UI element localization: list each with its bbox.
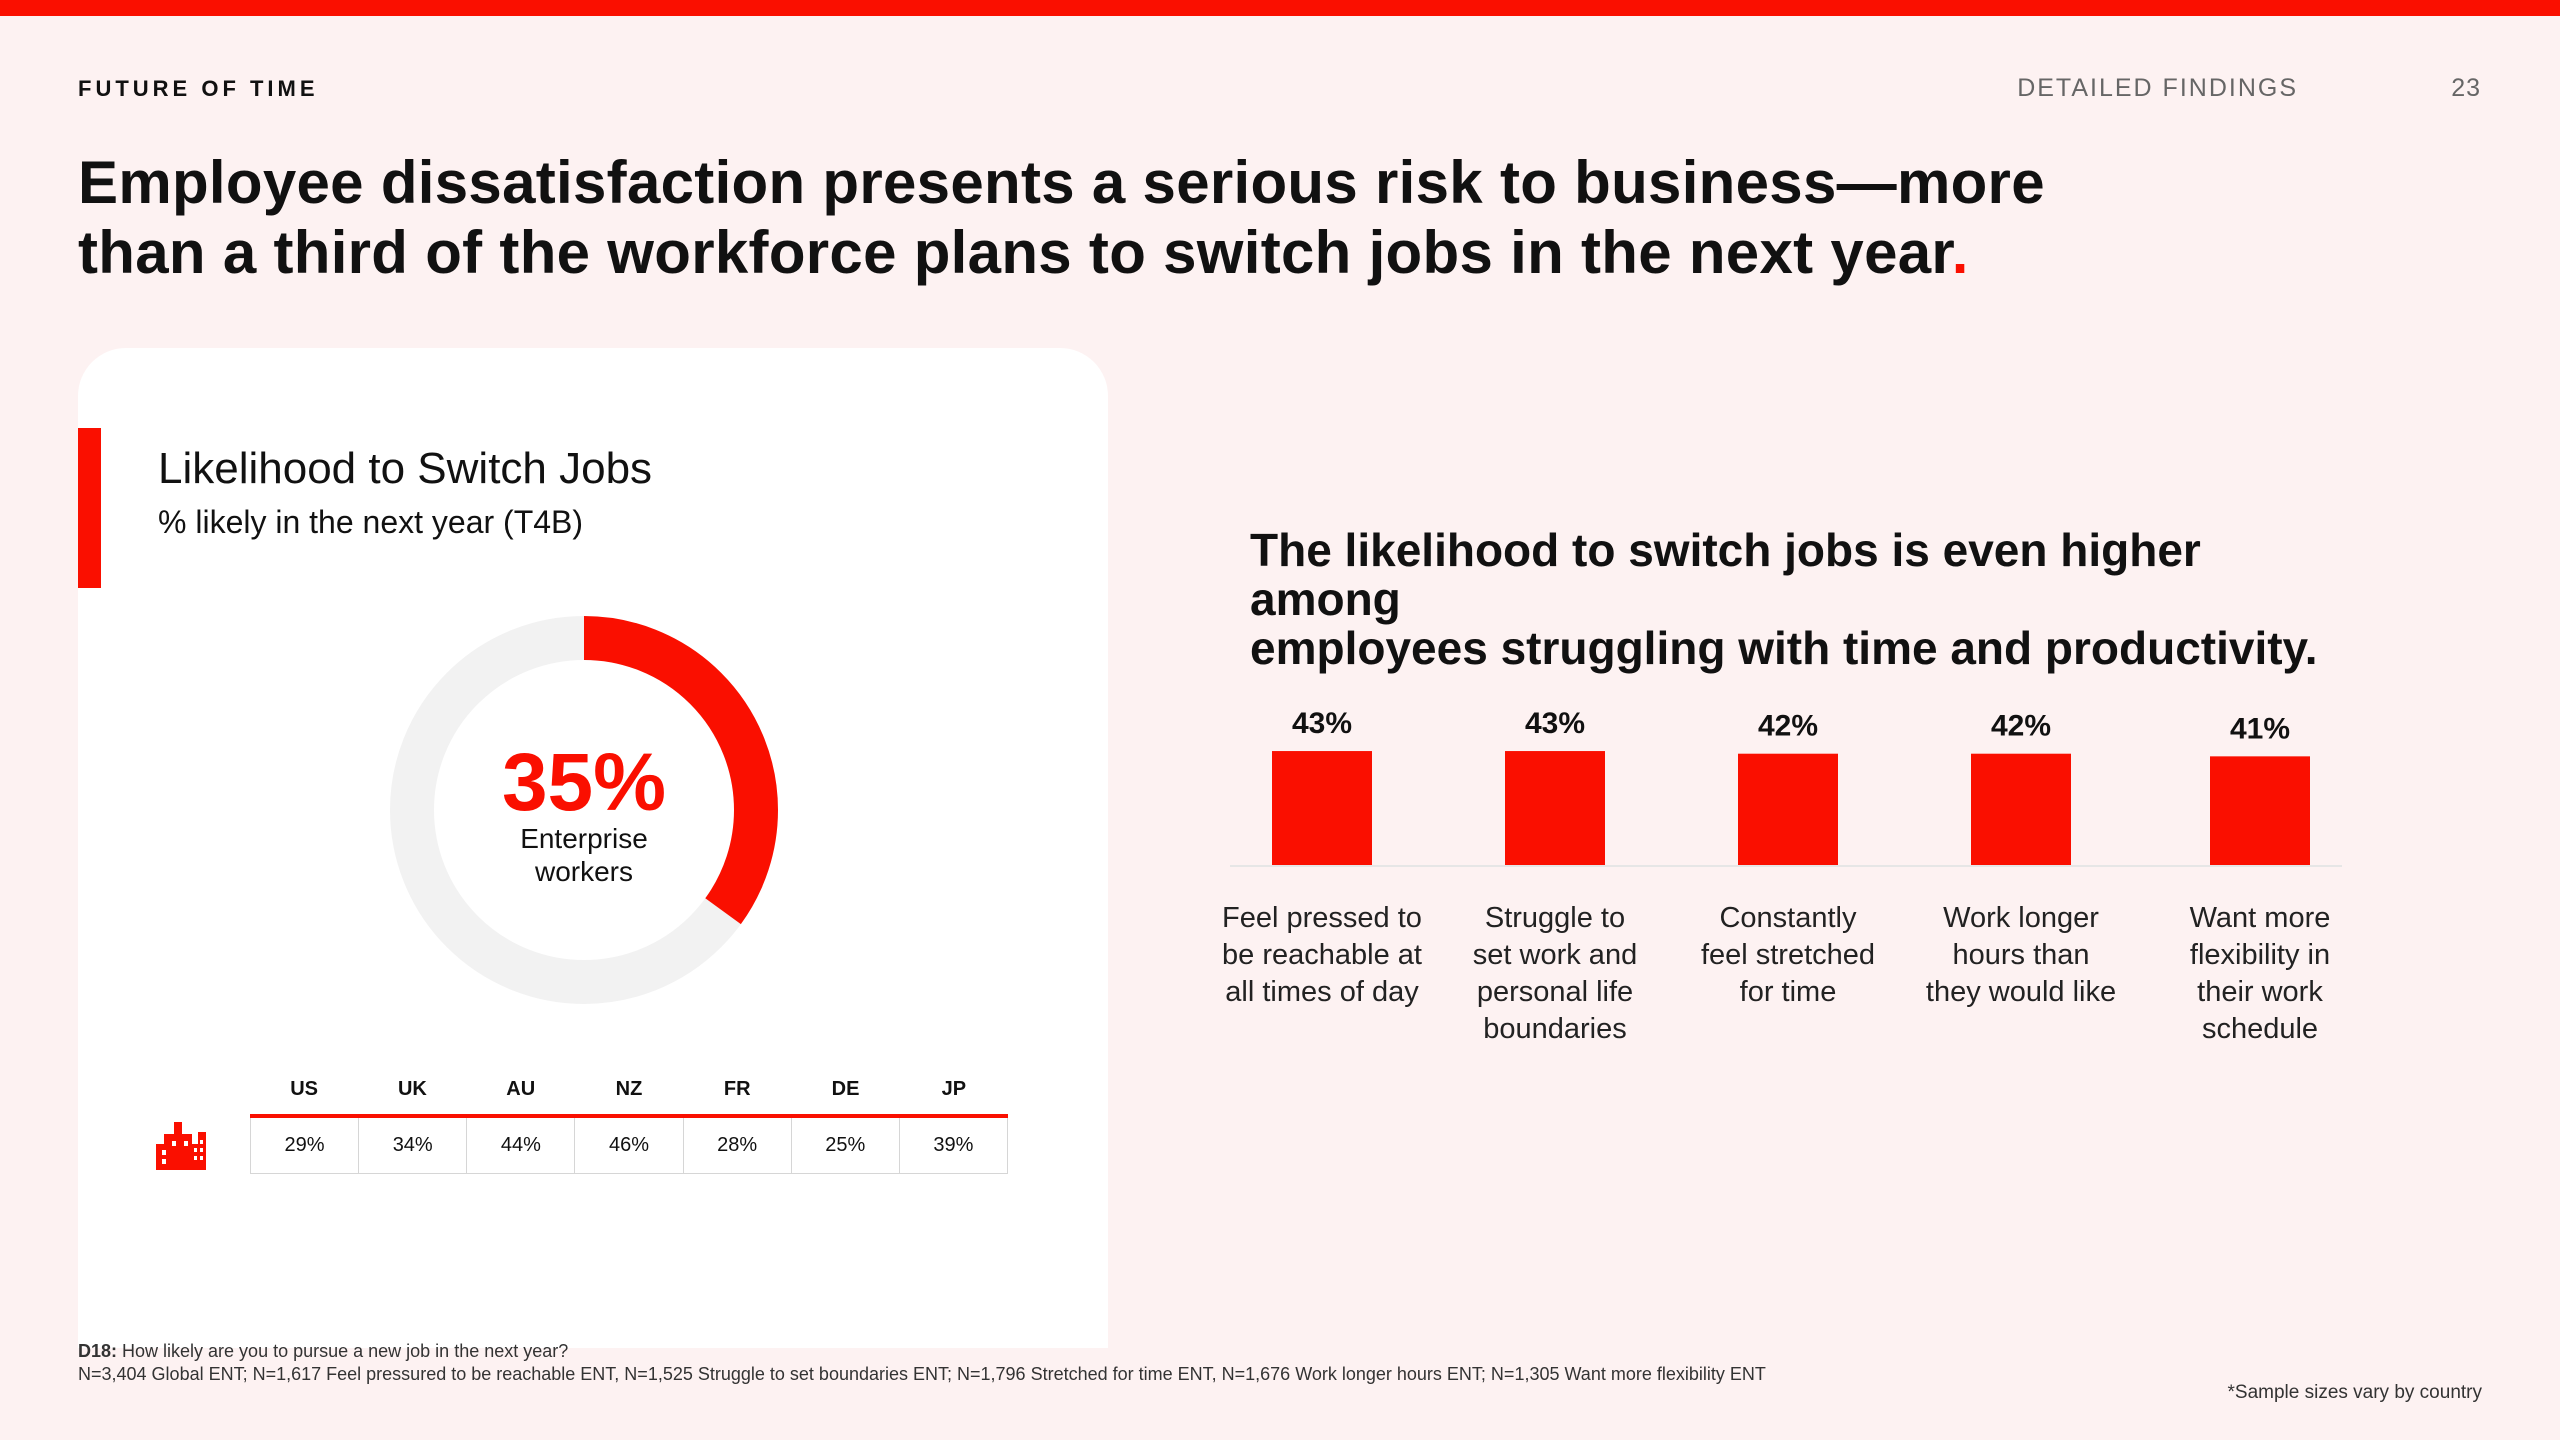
bar-category-label-4-line-1: Work longer — [1943, 902, 2099, 934]
bar-2 — [1505, 751, 1605, 865]
country-header-au: AU — [506, 1078, 536, 1100]
bar-category-label-2-line-4: boundaries — [1483, 1013, 1627, 1045]
country-header-uk: UK — [397, 1078, 427, 1100]
country-table: US UK AU NZ FR DE JP 29% 34% 44% 46% 28%… — [250, 1070, 1008, 1174]
headline-line-2-text: than a third of the workforce plans to s… — [78, 219, 1952, 286]
bar-category-label-3-line-1: Constantly — [1719, 902, 1857, 934]
section-label: DETAILED FINDINGS — [2017, 74, 2298, 102]
bar-heading-line-1: The likelihood to switch jobs is even hi… — [1250, 524, 2201, 625]
country-value-jp: 39% — [899, 1118, 1008, 1174]
donut-label-line-1: Enterprise — [520, 823, 648, 854]
country-value-fr: 28% — [683, 1118, 792, 1174]
card-accent-bar — [78, 428, 101, 588]
country-header-jp: JP — [941, 1078, 967, 1100]
bar-category-label-3-line-2: feel stretched — [1700, 939, 1876, 971]
donut-chart — [390, 616, 778, 1004]
bar-category-label-1: Feel pressed to be reachable at all times … — [1212, 900, 1432, 1011]
office-building-icon — [156, 1122, 206, 1170]
bar-category-label-2: Struggle to set work and personal life boun… — [1445, 900, 1665, 1048]
bar-category-label-3-line-3: for time — [1739, 976, 1837, 1008]
footnote-question: D18: How likely are you to pursue a new … — [78, 1340, 1766, 1363]
donut-center-label: Enterprise workers — [484, 822, 684, 888]
bar-category-label-5-line-3: their work — [2197, 976, 2323, 1008]
bar-value-label-1: 43% — [1292, 707, 1352, 740]
bar-category-label-1-line-3: all times of day — [1225, 976, 1419, 1008]
top-accent-bar — [0, 0, 2560, 16]
report-brand: FUTURE OF TIME — [78, 76, 319, 101]
bar-category-label-1-line-2: be reachable at — [1222, 939, 1422, 971]
donut-value: 35% — [501, 737, 667, 828]
bar-category-label-4-line-3: they would like — [1925, 976, 2117, 1008]
bar-category-label-2-line-3: personal life — [1476, 976, 1634, 1008]
bar-category-label-5-line-2: flexibility in — [2189, 939, 2331, 971]
footnote-sample-sizes: N=3,404 Global ENT; N=1,617 Feel pressur… — [78, 1364, 1766, 1384]
bar-category-label-4-line-2: hours than — [1952, 939, 2090, 971]
card-subtitle: % likely in the next year (T4B) — [158, 504, 584, 540]
country-value-us: 29% — [250, 1118, 360, 1174]
country-header-de: DE — [831, 1078, 860, 1100]
bar-heading-line-2: employees struggling with time and produ… — [1250, 622, 2318, 674]
bar-5 — [2210, 756, 2310, 865]
donut-label-line-2: workers — [534, 856, 633, 887]
bar-value-label-4: 42% — [1991, 710, 2051, 743]
card-title: Likelihood to Switch Jobs — [158, 444, 653, 493]
country-value-de: 25% — [791, 1118, 900, 1174]
country-table-row: 29% 34% 44% 46% 28% 25% 39% — [250, 1118, 1008, 1174]
bar-4 — [1971, 753, 2071, 865]
footnote-question-code: D18: — [78, 1341, 118, 1361]
sample-size-note: *Sample sizes vary by country — [2227, 1382, 2483, 1403]
bar-category-label-5: Want more flexibility in their work schedul… — [2150, 900, 2370, 1048]
bar-chart-heading: The likelihood to switch jobs is even hi… — [1250, 526, 2350, 673]
headline-line-1: Employee dissatisfaction presents a seri… — [78, 149, 2045, 216]
bar-3 — [1738, 753, 1838, 865]
footnote-question-text: How likely are you to pursue a new job i… — [117, 1341, 569, 1361]
bar-category-label-5-line-4: schedule — [2201, 1013, 2319, 1045]
country-value-nz: 46% — [575, 1118, 684, 1174]
bar-value-label-2: 43% — [1525, 707, 1585, 740]
country-header-us: US — [290, 1078, 319, 1100]
headline-line-2: than a third of the workforce plans to s… — [78, 218, 2078, 288]
bar-value-label-5: 41% — [2230, 712, 2290, 745]
country-table-header: US UK AU NZ FR DE JP — [250, 1070, 1008, 1118]
page-number: 23 — [2451, 74, 2481, 102]
bar-1 — [1272, 751, 1372, 865]
country-header-nz: NZ — [615, 1078, 643, 1100]
bar-value-label-3: 42% — [1758, 710, 1818, 743]
headline-end-mark: . — [1951, 219, 1969, 286]
bar-category-label-4: Work longer hours than they would like — [1911, 900, 2131, 1011]
bar-category-label-3: Constantly feel stretched for time — [1678, 900, 1898, 1011]
country-value-au: 44% — [467, 1118, 576, 1174]
donut-value-arc — [390, 616, 778, 1004]
page-headline: Employee dissatisfaction presents a seri… — [78, 148, 2078, 288]
country-header-fr: FR — [723, 1078, 751, 1100]
bar-chart: 43% 43% 42% 42% 41% — [1230, 707, 2342, 867]
country-value-uk: 34% — [359, 1118, 468, 1174]
bar-category-label-1-line-1: Feel pressed to — [1222, 902, 1422, 934]
bar-category-label-2-line-2: set work and — [1472, 939, 1638, 971]
bar-category-label-2-line-1: Struggle to — [1484, 902, 1626, 934]
likelihood-card — [78, 348, 1108, 1348]
bar-category-label-5-line-1: Want more — [2189, 902, 2331, 934]
footnote: D18: How likely are you to pursue a new … — [78, 1340, 1766, 1386]
